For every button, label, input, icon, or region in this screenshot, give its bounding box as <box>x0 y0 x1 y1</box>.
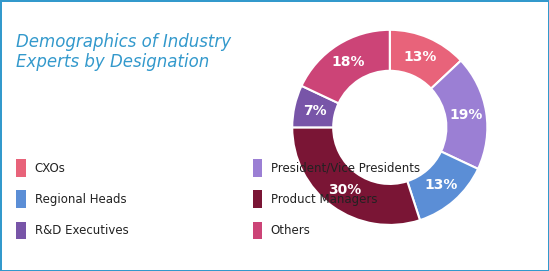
Text: 19%: 19% <box>449 108 483 122</box>
Text: 7%: 7% <box>302 104 327 118</box>
Wedge shape <box>390 30 461 89</box>
Text: Regional Heads: Regional Heads <box>35 193 126 206</box>
Text: Demographics of Industry
Experts by Designation: Demographics of Industry Experts by Desi… <box>16 33 232 71</box>
Text: 18%: 18% <box>332 55 365 69</box>
Wedge shape <box>292 86 339 127</box>
Wedge shape <box>431 61 488 169</box>
Wedge shape <box>407 151 478 220</box>
Text: 13%: 13% <box>404 50 437 64</box>
Wedge shape <box>301 30 390 103</box>
Text: CXOs: CXOs <box>35 162 65 175</box>
Text: President/Vice Presidents: President/Vice Presidents <box>271 162 420 175</box>
Text: 30%: 30% <box>328 183 361 197</box>
Wedge shape <box>292 127 420 225</box>
Text: Product Managers: Product Managers <box>271 193 377 206</box>
Text: 13%: 13% <box>424 178 457 192</box>
Text: Others: Others <box>271 224 311 237</box>
Text: R&D Executives: R&D Executives <box>35 224 128 237</box>
